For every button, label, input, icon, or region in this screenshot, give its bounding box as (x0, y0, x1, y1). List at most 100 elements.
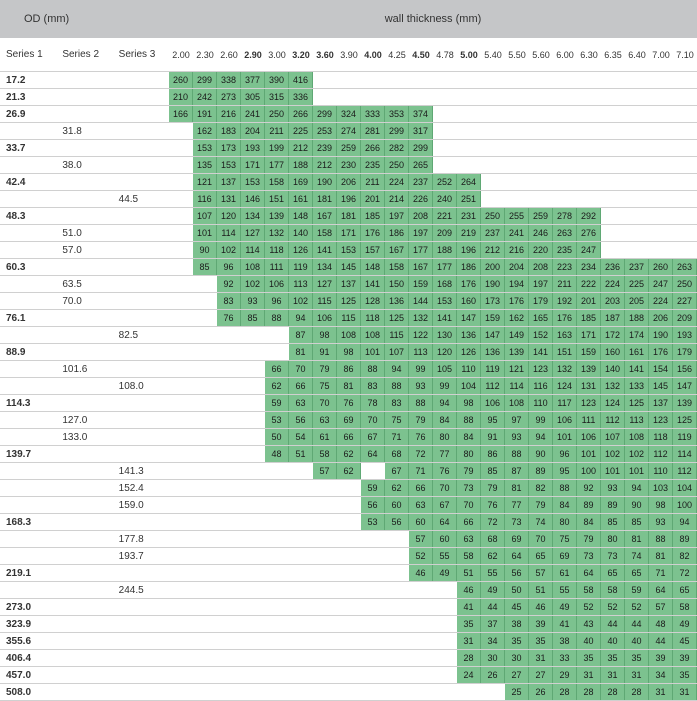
grid-cell-empty (193, 684, 217, 700)
grid-cell: 136 (457, 327, 481, 343)
grid-cell: 70 (361, 412, 385, 428)
grid-cell: 31 (673, 684, 697, 700)
grid-cell-empty (433, 633, 457, 649)
grid-cell-empty (169, 310, 193, 326)
od-series-2-value (56, 106, 112, 122)
grid-cell: 66 (265, 361, 289, 377)
od-row: 48.3 (0, 208, 169, 225)
grid-cell: 153 (193, 140, 217, 156)
grid-cell: 172 (601, 327, 625, 343)
grid-cell-empty (265, 497, 289, 513)
grid-cell-empty (505, 89, 529, 105)
grid-cell: 235 (553, 242, 577, 258)
grid-cell: 50 (265, 429, 289, 445)
od-series-2-value (56, 531, 112, 547)
grid-cell-empty (433, 684, 457, 700)
grid-cell: 140 (289, 225, 313, 241)
grid-cell: 187 (601, 310, 625, 326)
od-series-1-value: 508.0 (0, 684, 56, 700)
grid-cell: 103 (649, 480, 673, 496)
grid-cell: 101 (193, 225, 217, 241)
grid-cell: 125 (673, 412, 697, 428)
wt-column-header: 2.30 (193, 50, 217, 60)
grid-cell-empty (241, 446, 265, 462)
grid-cell-empty (265, 514, 289, 530)
grid-cell-empty (601, 123, 625, 139)
grid-cell-empty (217, 480, 241, 496)
grid-cell: 29 (553, 667, 577, 683)
grid-cell-empty (601, 106, 625, 122)
grid-cell: 89 (601, 497, 625, 513)
grid-cell: 51 (457, 565, 481, 581)
grid-cell: 146 (241, 191, 265, 207)
grid-cell: 153 (217, 157, 241, 173)
grid-cell: 118 (649, 429, 673, 445)
grid-cell: 115 (337, 310, 361, 326)
grid-cell: 126 (289, 242, 313, 258)
od-row: 42.4 (0, 174, 169, 191)
grid-row: 153173193199212239259266282299 (169, 140, 697, 157)
grid-cell: 44 (625, 616, 649, 632)
grid-cell: 145 (649, 378, 673, 394)
grid-cell-empty (169, 565, 193, 581)
grid-cell-empty (169, 531, 193, 547)
grid-cell: 161 (289, 191, 313, 207)
grid-cell-empty (673, 123, 697, 139)
grid-row: 116131146151161181196201214226240251 (169, 191, 697, 208)
grid-cell-empty (241, 684, 265, 700)
grid-cell: 71 (649, 565, 673, 581)
od-series-2-value (56, 650, 112, 666)
od-series-2-value (56, 446, 112, 462)
grid-cell: 94 (529, 429, 553, 445)
od-series-3-value: 177.8 (113, 531, 169, 547)
grid-cell-empty (601, 208, 625, 224)
grid-cell-empty (169, 395, 193, 411)
header-od-label: OD (mm) (0, 13, 169, 25)
grid-cell: 176 (457, 276, 481, 292)
grid-cell: 130 (433, 327, 457, 343)
grid-cell: 30 (505, 650, 529, 666)
grid-cell: 113 (625, 412, 649, 428)
grid-cell-empty (265, 565, 289, 581)
grid-cell: 227 (673, 293, 697, 309)
grid-cell: 127 (241, 225, 265, 241)
od-series-2-value (56, 667, 112, 683)
grid-cell: 88 (553, 480, 577, 496)
grid-cell: 197 (409, 225, 433, 241)
grid-cell: 105 (433, 361, 457, 377)
grid-row: 162183204211225253274281299317 (169, 123, 697, 140)
grid-cell-empty (265, 599, 289, 615)
od-series-1-value (0, 157, 56, 173)
wt-column-header: 6.30 (577, 50, 601, 60)
grid-cell: 128 (361, 293, 385, 309)
grid-cell-empty (265, 667, 289, 683)
grid-cell: 79 (409, 412, 433, 428)
grid-cell-empty (433, 599, 457, 615)
grid-cell: 67 (385, 463, 409, 479)
od-series-1-value: 88.9 (0, 344, 56, 360)
od-series-3-value (113, 514, 169, 530)
od-series-1-value (0, 242, 56, 258)
wt-column-header: 2.60 (217, 50, 241, 60)
grid-cell-empty (169, 344, 193, 360)
grid-cell-empty (625, 242, 649, 258)
grid-cell: 282 (385, 140, 409, 156)
grid-cell-empty (625, 157, 649, 173)
grid-cell: 168 (433, 276, 457, 292)
grid-cell: 83 (217, 293, 241, 309)
od-series-3-value: 82.5 (113, 327, 169, 343)
grid-cell: 40 (577, 633, 601, 649)
grid-cell-empty (169, 378, 193, 394)
grid-cell-empty (193, 463, 217, 479)
grid-cell: 137 (217, 174, 241, 190)
grid-cell: 176 (361, 225, 385, 241)
od-series-2-value (56, 344, 112, 360)
grid-cell-empty (601, 89, 625, 105)
grid-cell: 70 (433, 480, 457, 496)
grid-cell-empty (601, 157, 625, 173)
grid-cell: 98 (337, 344, 361, 360)
grid-cell-empty (169, 599, 193, 615)
grid-cell: 94 (289, 310, 313, 326)
grid-cell: 239 (313, 140, 337, 156)
grid-cell: 81 (625, 531, 649, 547)
